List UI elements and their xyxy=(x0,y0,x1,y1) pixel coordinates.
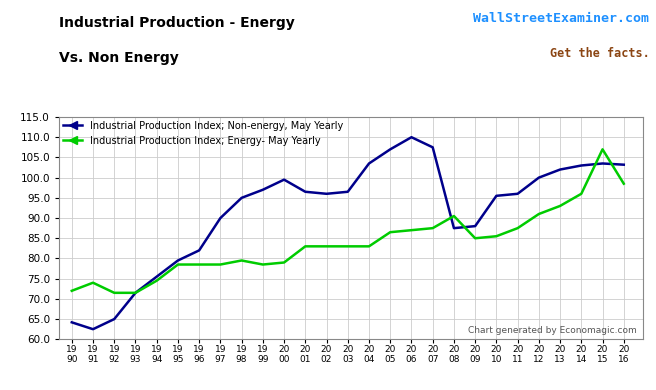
Text: Vs. Non Energy: Vs. Non Energy xyxy=(59,51,179,65)
Text: WallStreetExaminer.com: WallStreetExaminer.com xyxy=(474,12,649,25)
Legend: Industrial Production Index; Non-energy, May Yearly, Industrial Production Index: Industrial Production Index; Non-energy,… xyxy=(59,117,347,150)
Text: Chart generated by Economagic.com: Chart generated by Economagic.com xyxy=(468,326,637,335)
Text: Industrial Production - Energy: Industrial Production - Energy xyxy=(59,16,295,30)
Text: Get the facts.: Get the facts. xyxy=(550,47,649,60)
